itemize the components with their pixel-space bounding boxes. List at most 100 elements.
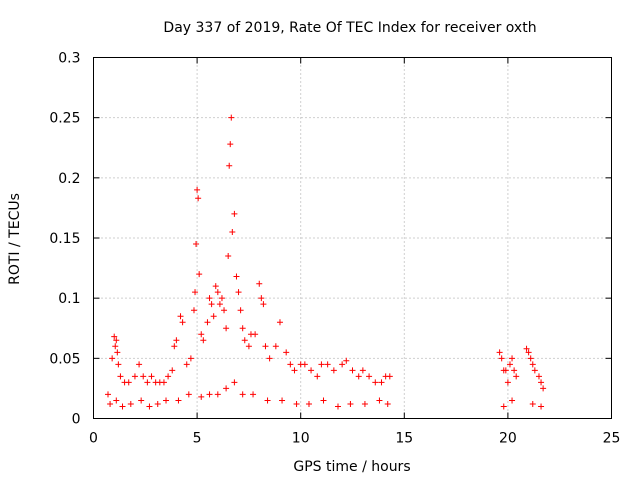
- data-point: [283, 349, 290, 356]
- data-point: [208, 301, 215, 308]
- data-point: [198, 331, 205, 338]
- data-point: [117, 373, 124, 380]
- data-point: [231, 210, 238, 217]
- data-point: [114, 349, 121, 356]
- data-point: [241, 337, 248, 344]
- data-point: [531, 367, 538, 374]
- data-point: [206, 295, 213, 302]
- y-tick-label: 0.2: [58, 171, 80, 187]
- data-point: [250, 391, 257, 398]
- data-point: [287, 361, 294, 368]
- data-point: [378, 379, 385, 386]
- data-point: [324, 361, 331, 368]
- data-point: [239, 391, 246, 398]
- data-point: [527, 355, 534, 362]
- data-point: [529, 361, 536, 368]
- data-point: [115, 361, 122, 368]
- data-point: [218, 295, 225, 302]
- data-points: [105, 114, 547, 410]
- data-point: [330, 367, 337, 374]
- data-point: [256, 280, 263, 287]
- data-point: [148, 373, 155, 380]
- y-axis-title: ROTI / TECUs: [7, 193, 23, 285]
- data-point: [125, 379, 132, 386]
- data-point: [177, 313, 184, 320]
- data-point: [525, 349, 532, 356]
- data-point: [171, 343, 178, 350]
- data-point: [361, 401, 368, 408]
- data-point: [227, 141, 234, 148]
- data-point: [540, 385, 547, 392]
- data-point: [291, 367, 298, 374]
- data-point: [119, 403, 126, 410]
- data-point: [165, 373, 172, 380]
- data-point: [260, 301, 267, 308]
- x-tick-label: 5: [193, 431, 202, 447]
- data-point: [314, 373, 321, 380]
- data-point: [190, 307, 197, 314]
- data-point: [349, 367, 356, 374]
- data-point: [179, 319, 186, 326]
- data-point: [214, 289, 221, 296]
- data-point: [245, 343, 252, 350]
- data-point: [523, 345, 530, 352]
- y-tick-label: 0.05: [49, 351, 80, 367]
- data-point: [193, 241, 200, 248]
- y-tick-label: 0.25: [49, 111, 80, 127]
- data-point: [163, 397, 170, 404]
- data-point: [228, 114, 235, 121]
- data-point: [185, 391, 192, 398]
- data-point: [127, 401, 134, 408]
- data-point: [339, 361, 346, 368]
- data-point: [343, 357, 350, 364]
- data-point: [266, 355, 273, 362]
- data-point: [223, 325, 230, 332]
- data-point: [258, 295, 265, 302]
- data-point: [511, 367, 518, 374]
- data-point: [113, 397, 120, 404]
- data-point: [496, 349, 503, 356]
- data-point: [226, 162, 233, 169]
- data-point: [212, 283, 219, 290]
- data-point: [272, 343, 279, 350]
- grid-lines: [93, 57, 612, 419]
- data-point: [262, 343, 269, 350]
- data-point: [376, 397, 383, 404]
- data-point: [200, 337, 207, 344]
- data-point: [107, 401, 114, 408]
- data-point: [359, 367, 366, 374]
- data-point: [305, 401, 312, 408]
- data-point: [196, 271, 203, 278]
- data-point: [372, 379, 379, 386]
- data-point: [308, 367, 315, 374]
- data-point: [293, 401, 300, 408]
- data-point: [366, 373, 373, 380]
- data-point: [500, 403, 507, 410]
- data-point: [194, 186, 201, 193]
- data-point: [509, 355, 516, 362]
- data-point: [136, 361, 143, 368]
- data-point: [506, 361, 513, 368]
- data-point: [347, 401, 354, 408]
- data-point: [509, 397, 516, 404]
- x-tick-label: 10: [292, 431, 310, 447]
- x-tick-label: 0: [89, 431, 98, 447]
- data-point: [187, 355, 194, 362]
- data-point: [111, 333, 118, 340]
- data-point: [498, 355, 505, 362]
- y-tick-label: 0.15: [49, 231, 80, 247]
- data-point: [529, 401, 536, 408]
- data-point: [113, 337, 120, 344]
- data-point: [233, 273, 240, 280]
- data-point: [237, 307, 244, 314]
- data-point: [231, 379, 238, 386]
- data-point: [502, 367, 509, 374]
- data-point: [173, 337, 180, 344]
- data-point: [301, 361, 308, 368]
- data-point: [235, 289, 242, 296]
- data-point: [252, 331, 259, 338]
- data-point: [320, 397, 327, 404]
- data-point: [146, 403, 153, 410]
- data-point: [210, 313, 217, 320]
